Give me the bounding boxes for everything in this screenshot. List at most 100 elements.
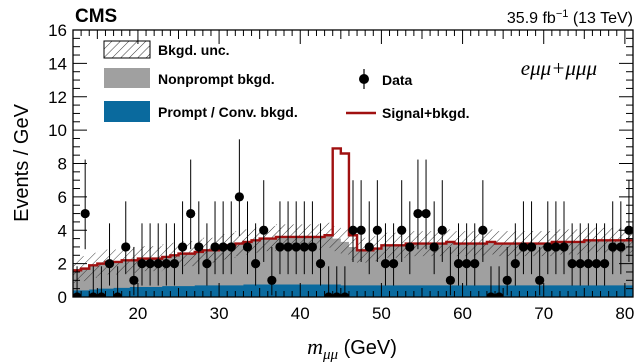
data-marker [291, 242, 301, 252]
data-point [445, 246, 455, 296]
data-point [397, 180, 407, 262]
data-marker [608, 242, 618, 252]
data-marker [462, 259, 472, 269]
data-marker [616, 242, 626, 252]
data-marker [543, 242, 553, 252]
data-marker [80, 208, 90, 219]
data-marker [421, 208, 431, 219]
data-marker [259, 225, 269, 235]
data-marker [535, 275, 545, 285]
data-marker [429, 242, 439, 252]
data-marker [380, 259, 391, 269]
data-point [129, 246, 139, 296]
data-points [73, 139, 633, 297]
data-marker [121, 242, 131, 252]
legend-swatch-prompt [104, 101, 150, 122]
data-marker [575, 259, 585, 269]
data-point [113, 266, 123, 297]
data-marker [153, 259, 163, 269]
data-marker [348, 225, 358, 235]
x-tick-label: 50 [372, 304, 391, 323]
data-point [153, 223, 163, 286]
y-tick-label: 4 [58, 221, 67, 240]
data-marker [161, 259, 171, 269]
x-tick-label: 40 [291, 304, 310, 323]
data-point [518, 201, 529, 275]
data-point [315, 223, 326, 286]
y-tick-label: 10 [48, 121, 67, 140]
data-marker [583, 259, 593, 269]
data-point [226, 201, 236, 275]
data-point [494, 266, 504, 297]
data-point [332, 266, 342, 297]
data-point [275, 201, 285, 275]
x-tick-label: 60 [453, 304, 472, 323]
data-point [283, 201, 293, 275]
data-marker [96, 292, 107, 297]
data-point [388, 223, 399, 286]
data-point [259, 180, 269, 262]
data-point [405, 201, 415, 275]
legend-label-bkgd-unc: Bkgd. unc. [158, 42, 230, 58]
data-point [372, 180, 382, 262]
data-marker [445, 275, 455, 285]
data-point [73, 266, 82, 297]
legend-label-nonprompt: Nonprompt bkgd. [158, 71, 275, 87]
data-marker [129, 275, 139, 285]
data-marker [307, 242, 318, 252]
legend-label-prompt: Prompt / Conv. bkgd. [158, 104, 298, 120]
legend-swatch-bkgd-unc [103, 40, 151, 59]
data-point [437, 180, 447, 262]
data-marker [413, 208, 423, 219]
data-marker [299, 242, 309, 252]
data-marker [324, 292, 334, 297]
data-marker [234, 192, 244, 202]
legend-swatch-nonprompt [104, 68, 150, 88]
data-point [364, 201, 374, 275]
data-point [104, 223, 115, 286]
y-tick-label: 6 [58, 188, 67, 207]
data-point [583, 223, 593, 286]
data-marker [104, 259, 115, 269]
data-marker [510, 259, 520, 269]
data-marker [210, 242, 220, 252]
data-point [608, 201, 618, 275]
data-point [526, 201, 537, 275]
data-point [591, 223, 602, 286]
data-point [421, 159, 431, 250]
data-point [299, 201, 309, 275]
data-point [462, 223, 472, 286]
data-marker [486, 292, 496, 297]
data-point [218, 201, 228, 275]
data-marker [494, 292, 504, 297]
data-marker [437, 225, 447, 235]
x-tick-label: 20 [128, 304, 147, 323]
data-point [510, 223, 520, 286]
y-tick-label: 12 [48, 88, 67, 107]
data-marker [388, 259, 399, 269]
y-tick-label: 14 [48, 54, 67, 73]
data-marker [88, 292, 98, 297]
x-tick-label: 80 [615, 304, 634, 323]
data-marker [364, 242, 374, 252]
data-marker [177, 242, 188, 252]
y-tick-label: 0 [58, 288, 67, 307]
data-point [202, 223, 212, 286]
data-marker [502, 275, 512, 285]
x-tick-label: 70 [534, 304, 553, 323]
data-point [551, 201, 561, 275]
data-point [340, 266, 350, 297]
data-point [137, 223, 147, 286]
data-point [251, 223, 261, 286]
data-marker [599, 259, 610, 269]
data-point [96, 266, 107, 297]
legend: Bkgd. unc. Nonprompt bkgd. Prompt / Conv… [103, 40, 470, 122]
data-point [429, 201, 439, 275]
data-point [453, 223, 464, 286]
data-point [186, 159, 196, 250]
data-marker [551, 242, 561, 252]
data-marker [315, 259, 326, 269]
data-marker [470, 259, 480, 269]
data-marker [283, 242, 293, 252]
data-point [413, 159, 423, 250]
